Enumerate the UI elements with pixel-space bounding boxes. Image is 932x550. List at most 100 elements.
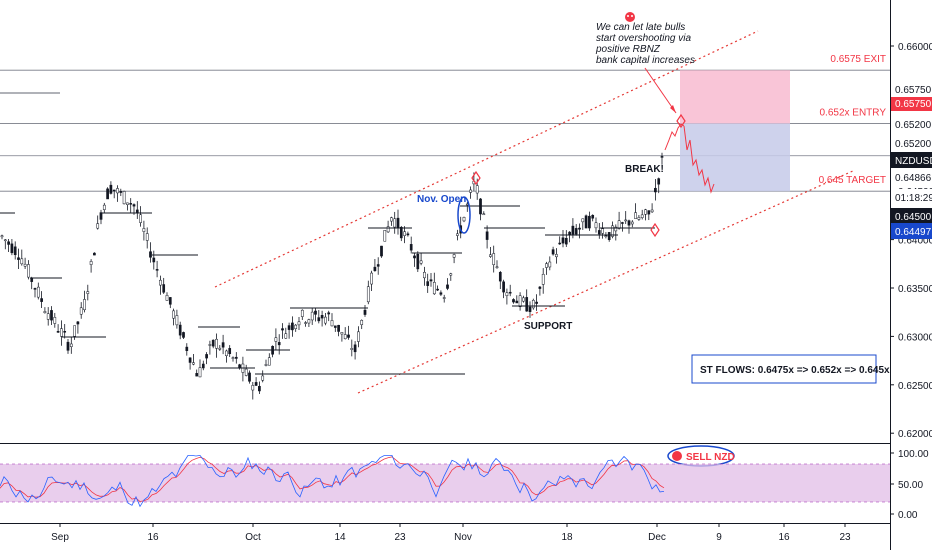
time-tick-label: Nov <box>454 532 472 543</box>
candle-body <box>50 310 53 321</box>
price-badge <box>891 95 932 111</box>
candle-body <box>432 282 436 295</box>
price-badge-label: 0.65200 <box>895 120 932 131</box>
candle-body <box>159 279 162 286</box>
candle-body <box>439 292 443 295</box>
candle-body <box>591 214 595 219</box>
candle-body <box>337 324 340 332</box>
price-badge <box>891 189 932 205</box>
flows-text: ST FLOWS: 0.6475x => 0.652x => 0.645x <box>700 365 890 376</box>
candle-body <box>512 299 515 303</box>
price-badge <box>891 81 932 97</box>
oscillator-band <box>0 464 890 502</box>
candle-body <box>597 230 601 235</box>
candle-body <box>102 204 106 210</box>
candle-body <box>294 324 298 329</box>
candle-body <box>267 357 271 366</box>
price-badge <box>891 135 932 151</box>
candle-body <box>423 272 426 279</box>
price-badge <box>891 169 932 185</box>
candle-body <box>139 214 142 223</box>
price-tick-label: 0.63500 <box>898 284 932 295</box>
candle-body <box>79 307 83 315</box>
time-axis[interactable]: Sep 16 Oct 14 23 Nov 18 Dec 9 16 23 <box>51 523 851 543</box>
candle-body <box>297 321 301 326</box>
candle-body <box>390 217 393 222</box>
support-label: SUPPORT <box>524 321 572 332</box>
candle-body <box>357 331 360 342</box>
candle-body <box>581 218 585 223</box>
time-tick-label: 18 <box>561 532 573 543</box>
price-badge-label: 0.64500 <box>895 212 932 223</box>
candle-body <box>20 258 24 265</box>
candle-body <box>578 227 581 230</box>
osc-tick-label: 50.00 <box>898 480 923 491</box>
candle-body <box>528 306 532 312</box>
candle-body <box>373 266 377 272</box>
candle-body <box>558 242 562 245</box>
candle-body <box>634 212 637 219</box>
price-badge-label: 0.65750 <box>895 85 932 96</box>
candle-body <box>350 348 354 350</box>
candle-body <box>548 261 552 268</box>
time-tick-label: Dec <box>648 532 666 543</box>
candle-body <box>73 325 76 337</box>
candle-body <box>654 187 657 193</box>
candle-body <box>469 189 472 193</box>
level-label: 0.652x ENTRY <box>819 107 886 118</box>
candle-body <box>23 263 27 267</box>
candle-body <box>406 233 410 236</box>
candle-body <box>228 348 232 355</box>
candle-body <box>142 228 146 232</box>
candle-body <box>307 319 311 324</box>
candle-body <box>347 334 350 338</box>
candle-body <box>215 338 218 349</box>
candle-body <box>333 325 337 328</box>
pivot-marker <box>471 170 481 186</box>
oscillator-pane <box>0 454 890 508</box>
candle-body <box>43 311 47 314</box>
candle-body <box>518 295 522 308</box>
candle-body <box>195 373 199 377</box>
candle-body <box>396 217 400 229</box>
price-badge <box>891 116 932 132</box>
candle-body <box>538 286 542 289</box>
nov-open-label: Nov. Open <box>417 194 466 205</box>
candle-body <box>205 354 208 359</box>
break-label: BREAK! <box>625 164 664 175</box>
candle-body <box>76 321 80 325</box>
candle-body <box>185 346 189 351</box>
candle-body <box>376 264 380 267</box>
candle-body <box>27 264 30 278</box>
candle-body <box>541 273 545 285</box>
candle-body <box>287 325 291 330</box>
price-badge <box>891 223 932 239</box>
osc-tick-label: 0.00 <box>898 510 918 521</box>
candle-body <box>129 203 133 205</box>
pivot-marker <box>676 113 686 129</box>
candle-body <box>162 284 166 293</box>
candle-body <box>495 266 499 269</box>
candle-body <box>449 273 453 276</box>
oscillator-axis[interactable]: 100.00 50.00 0.00 <box>890 449 929 521</box>
candle-body <box>258 385 261 392</box>
candle-body <box>630 221 634 225</box>
candle-body <box>234 356 238 359</box>
candle-body <box>624 219 628 222</box>
candle-body <box>165 295 169 301</box>
reward-zone <box>680 123 790 192</box>
candle-body <box>561 237 565 244</box>
candle-body <box>248 372 251 382</box>
candle-body <box>178 324 182 336</box>
candle-body <box>508 291 512 294</box>
candle-body <box>647 210 651 215</box>
candle-body <box>502 281 505 293</box>
time-tick-label: 23 <box>839 532 851 543</box>
projection-down <box>683 125 715 194</box>
risk-zone <box>680 70 790 124</box>
candle-body <box>63 331 67 333</box>
flows-box <box>691 354 877 384</box>
candle-body <box>149 251 152 258</box>
candle-body <box>304 322 307 324</box>
candle-body <box>109 184 113 194</box>
